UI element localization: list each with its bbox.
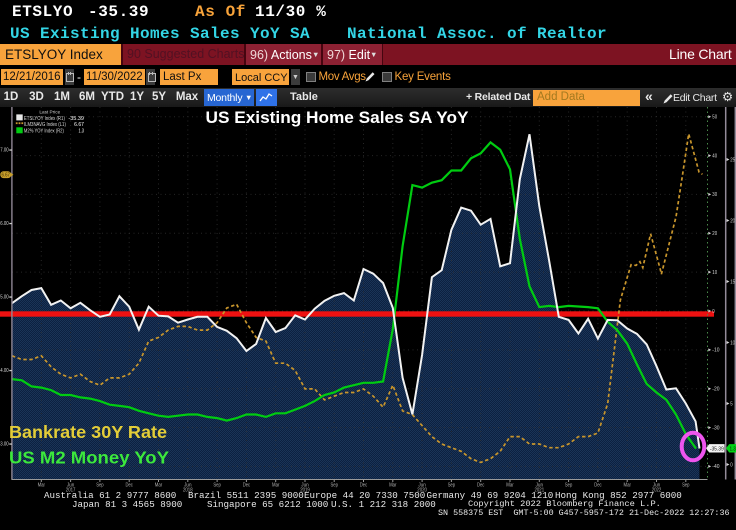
svg-text:6.00: 6.00 [0, 221, 9, 227]
svg-text:20: 20 [730, 218, 735, 224]
svg-text:Sep: Sep [682, 482, 690, 488]
svg-text:Last Price: Last Price [39, 109, 60, 115]
svg-text:2017: 2017 [66, 488, 76, 494]
svg-text:Sep: Sep [213, 482, 221, 488]
svg-text:Jun: Jun [301, 482, 309, 488]
svg-text:5: 5 [730, 401, 733, 407]
svg-text:ILM3NAVG Index (L1): ILM3NAVG Index (L1) [24, 122, 66, 128]
svg-text:Dec: Dec [594, 482, 602, 488]
svg-text:2021: 2021 [535, 488, 545, 494]
svg-text:Sep: Sep [96, 482, 104, 488]
svg-text:2019: 2019 [300, 488, 310, 494]
svg-text:Mar: Mar [155, 482, 163, 488]
svg-text:2018: 2018 [183, 488, 193, 494]
svg-text:Mar: Mar [38, 482, 46, 488]
svg-text:-10: -10 [712, 348, 719, 354]
svg-text:0: 0 [712, 309, 715, 315]
svg-text:ETSLYOY Index (R1): ETSLYOY Index (R1) [24, 116, 65, 122]
svg-text:3.00: 3.00 [0, 442, 9, 448]
svg-text:Jun: Jun [653, 482, 661, 488]
svg-text:M2% YOY Index (R2): M2% YOY Index (R2) [24, 129, 64, 135]
svg-text:Dec: Dec [477, 482, 485, 488]
svg-text:Dec: Dec [243, 482, 251, 488]
svg-text:-30: -30 [712, 425, 719, 431]
svg-text:6.67: 6.67 [74, 122, 84, 128]
svg-text:-40: -40 [712, 464, 719, 470]
svg-text:Jun: Jun [67, 482, 75, 488]
svg-text:5.00: 5.00 [0, 295, 9, 301]
svg-text:Mar: Mar [506, 482, 514, 488]
svg-text:10: 10 [712, 270, 717, 276]
svg-text:Dec: Dec [126, 482, 134, 488]
svg-text:10: 10 [730, 340, 735, 346]
svg-text:2020: 2020 [417, 488, 427, 494]
svg-text:6.67: 6.67 [2, 173, 11, 179]
svg-text:-35.39: -35.39 [710, 447, 724, 453]
svg-text:Mar: Mar [389, 482, 397, 488]
svg-text:0: 0 [730, 462, 733, 468]
svg-text:Jun: Jun [184, 482, 192, 488]
svg-text:2022: 2022 [652, 488, 662, 494]
svg-text:Dec: Dec [360, 482, 368, 488]
svg-text:7.00: 7.00 [0, 148, 9, 154]
svg-text:1.3: 1.3 [79, 129, 85, 135]
svg-text:4.00: 4.00 [0, 368, 9, 374]
svg-text:Bankrate 30Y Rate: Bankrate 30Y Rate [9, 422, 167, 442]
svg-text:Sep: Sep [565, 482, 573, 488]
svg-text:30: 30 [712, 192, 717, 198]
svg-text:Mar: Mar [272, 482, 280, 488]
svg-text:40: 40 [712, 153, 717, 159]
svg-text:US M2 Money YoY: US M2 Money YoY [9, 448, 169, 468]
svg-text:20: 20 [712, 231, 717, 237]
svg-text:Sep: Sep [331, 482, 339, 488]
svg-text:25: 25 [730, 157, 735, 163]
svg-text:Jun: Jun [536, 482, 544, 488]
svg-text:1.3: 1.3 [730, 447, 736, 453]
svg-text:-35.39: -35.39 [68, 116, 84, 122]
svg-text:Mar: Mar [624, 482, 632, 488]
svg-text:50: 50 [712, 115, 717, 121]
svg-text:US Existing Home Sales SA YoY: US Existing Home Sales SA YoY [206, 108, 470, 127]
svg-text:Jun: Jun [418, 482, 426, 488]
svg-text:15: 15 [730, 279, 735, 285]
svg-text:Sep: Sep [448, 482, 456, 488]
svg-text:-20: -20 [712, 387, 719, 393]
